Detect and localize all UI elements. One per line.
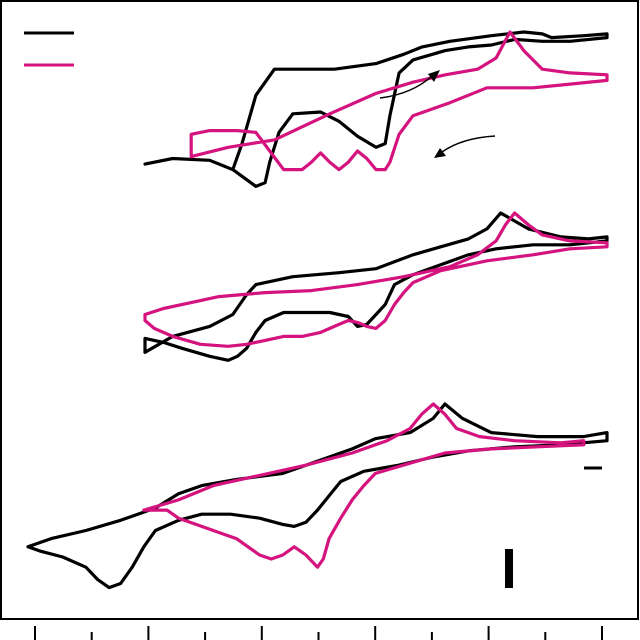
- forward-scan-arrow: [379, 75, 433, 99]
- chart-panels: [26, 30, 609, 590]
- series-line-bottom-black: [26, 402, 609, 590]
- series-line-top-black: [143, 30, 609, 188]
- panel-top: [143, 30, 609, 188]
- legend: [24, 31, 74, 67]
- panel-bottom: [26, 402, 609, 590]
- plot-frame: [0, 0, 639, 620]
- series-line-bottom-magenta: [142, 402, 586, 569]
- panel-middle: [143, 211, 609, 362]
- scan-direction-arrows: [379, 70, 496, 158]
- series-line-middle-magenta: [143, 211, 609, 348]
- reverse-scan-arrowhead: [434, 148, 446, 158]
- reverse-scan-arrow: [441, 135, 496, 153]
- series-line-top-magenta: [189, 30, 609, 172]
- forward-scan-arrowhead: [428, 70, 440, 82]
- current-scale-bar: [505, 549, 513, 588]
- scale-bars: [505, 466, 602, 588]
- series-line-middle-black: [143, 211, 609, 362]
- x-axis-ticks: [34, 626, 603, 640]
